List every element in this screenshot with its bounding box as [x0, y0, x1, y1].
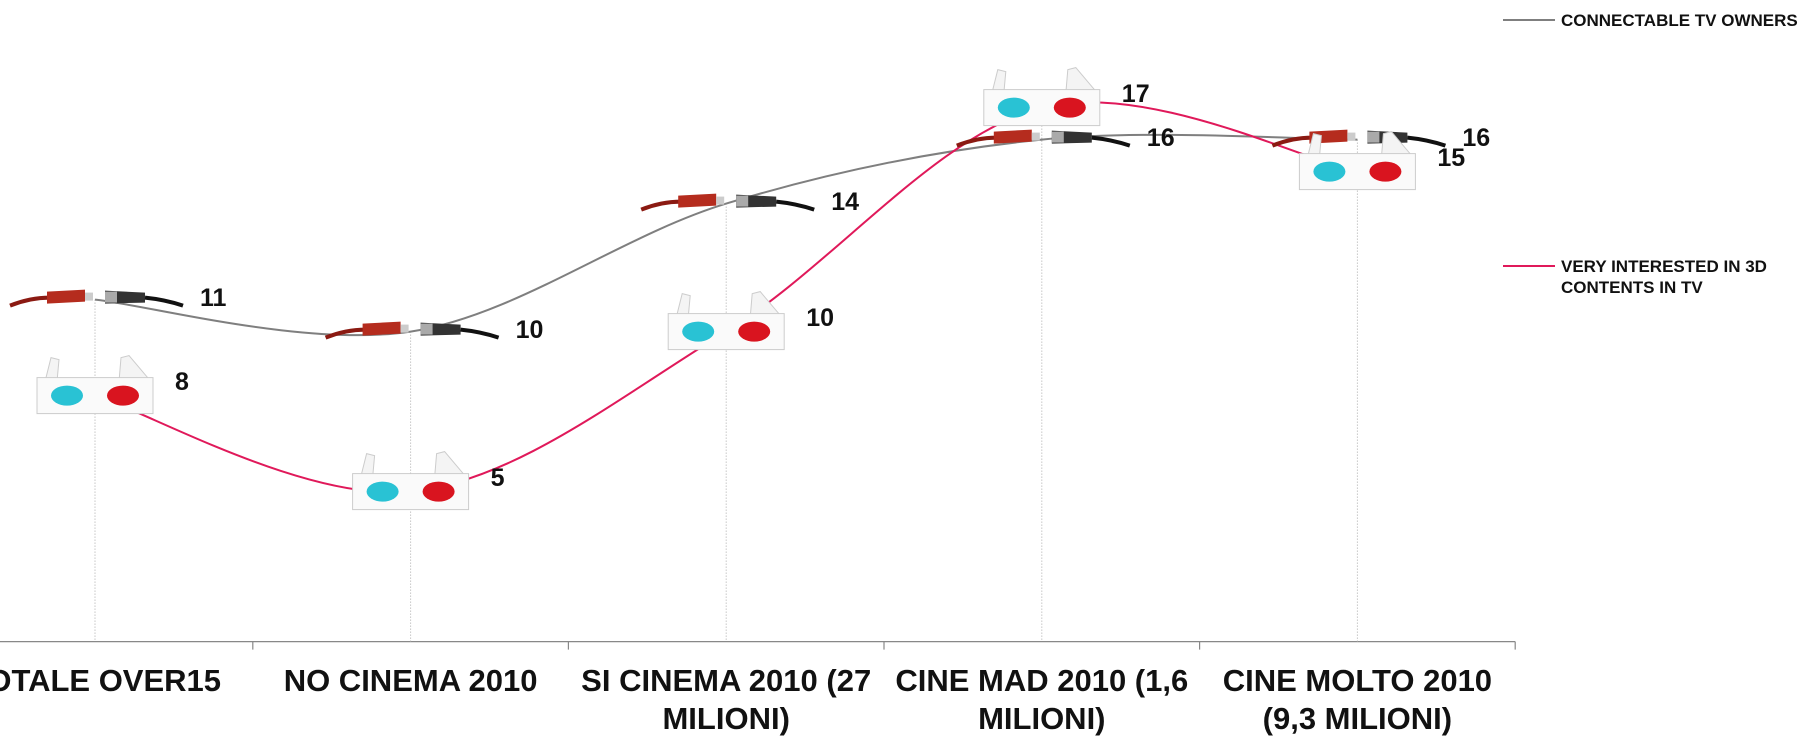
- connector-red: [994, 130, 1032, 144]
- cable-marker: [641, 194, 814, 210]
- cable-marker: [10, 290, 183, 306]
- x-tick-label: TOTALE OVER15: [0, 662, 260, 700]
- cable-black: [461, 330, 499, 338]
- cable-red: [1272, 138, 1312, 146]
- connector-tip: [716, 197, 724, 205]
- cable-red: [957, 138, 997, 146]
- connector-red: [47, 290, 85, 304]
- x-tick-label: SI CINEMA 2010 (27 MILIONI): [561, 662, 891, 738]
- connector-tip: [401, 325, 409, 333]
- legend-label: VERY INTERESTED IN 3D CONTENTS IN TV: [1561, 256, 1801, 298]
- data-label: 16: [1147, 124, 1175, 152]
- cable-black: [1092, 138, 1130, 146]
- lens-left: [51, 386, 83, 406]
- connector-silver: [736, 196, 748, 207]
- lens-right: [1369, 162, 1401, 182]
- connector-silver: [105, 292, 117, 303]
- data-label: 17: [1122, 80, 1150, 108]
- chart: 11 10 14 16 16 8 5 10 17 15 TOTALE OVER15NO CINEM…: [0, 0, 1813, 741]
- cable-black: [776, 202, 814, 210]
- data-label: 8: [175, 368, 189, 396]
- lens-right: [738, 322, 770, 342]
- cable-red: [641, 202, 681, 210]
- connector-tip: [1032, 133, 1040, 141]
- lens-right: [107, 386, 139, 406]
- data-label: 10: [806, 304, 834, 332]
- data-label: 15: [1437, 144, 1465, 172]
- data-label: 14: [831, 188, 859, 216]
- connector-silver: [1367, 132, 1379, 143]
- connector-tip: [1347, 133, 1355, 141]
- cable-marker: [1272, 130, 1445, 146]
- legend-label: CONNECTABLE TV OWNERS: [1561, 10, 1801, 31]
- glasses-marker: [353, 452, 469, 510]
- lens-right: [1054, 98, 1086, 118]
- glasses-marker: [984, 68, 1100, 126]
- connector-silver: [1052, 132, 1064, 143]
- x-tick-label: CINE MAD 2010 (1,6 MILIONI): [877, 662, 1207, 738]
- cable-red: [326, 330, 366, 338]
- x-tick-label: CINE MOLTO 2010 (9,3 MILIONI): [1192, 662, 1522, 738]
- series-line: [95, 135, 1357, 335]
- data-label: 11: [200, 284, 227, 312]
- connector-tip: [85, 293, 93, 301]
- lens-left: [367, 482, 399, 502]
- glasses-marker: [37, 356, 153, 414]
- lens-right: [423, 482, 455, 502]
- data-label: 5: [491, 464, 505, 492]
- connector-silver: [421, 324, 433, 335]
- plot: 11 10 14 16 16 8 5 10 17 15: [0, 0, 1813, 741]
- x-tick-label: NO CINEMA 2010: [246, 662, 576, 700]
- data-label: 16: [1462, 124, 1490, 152]
- cable-red: [10, 298, 50, 306]
- connector-red: [363, 322, 401, 336]
- connector-red: [678, 194, 716, 208]
- lens-left: [1313, 162, 1345, 182]
- cable-black: [145, 298, 183, 306]
- lens-left: [998, 98, 1030, 118]
- data-label: 10: [516, 316, 544, 344]
- lens-left: [682, 322, 714, 342]
